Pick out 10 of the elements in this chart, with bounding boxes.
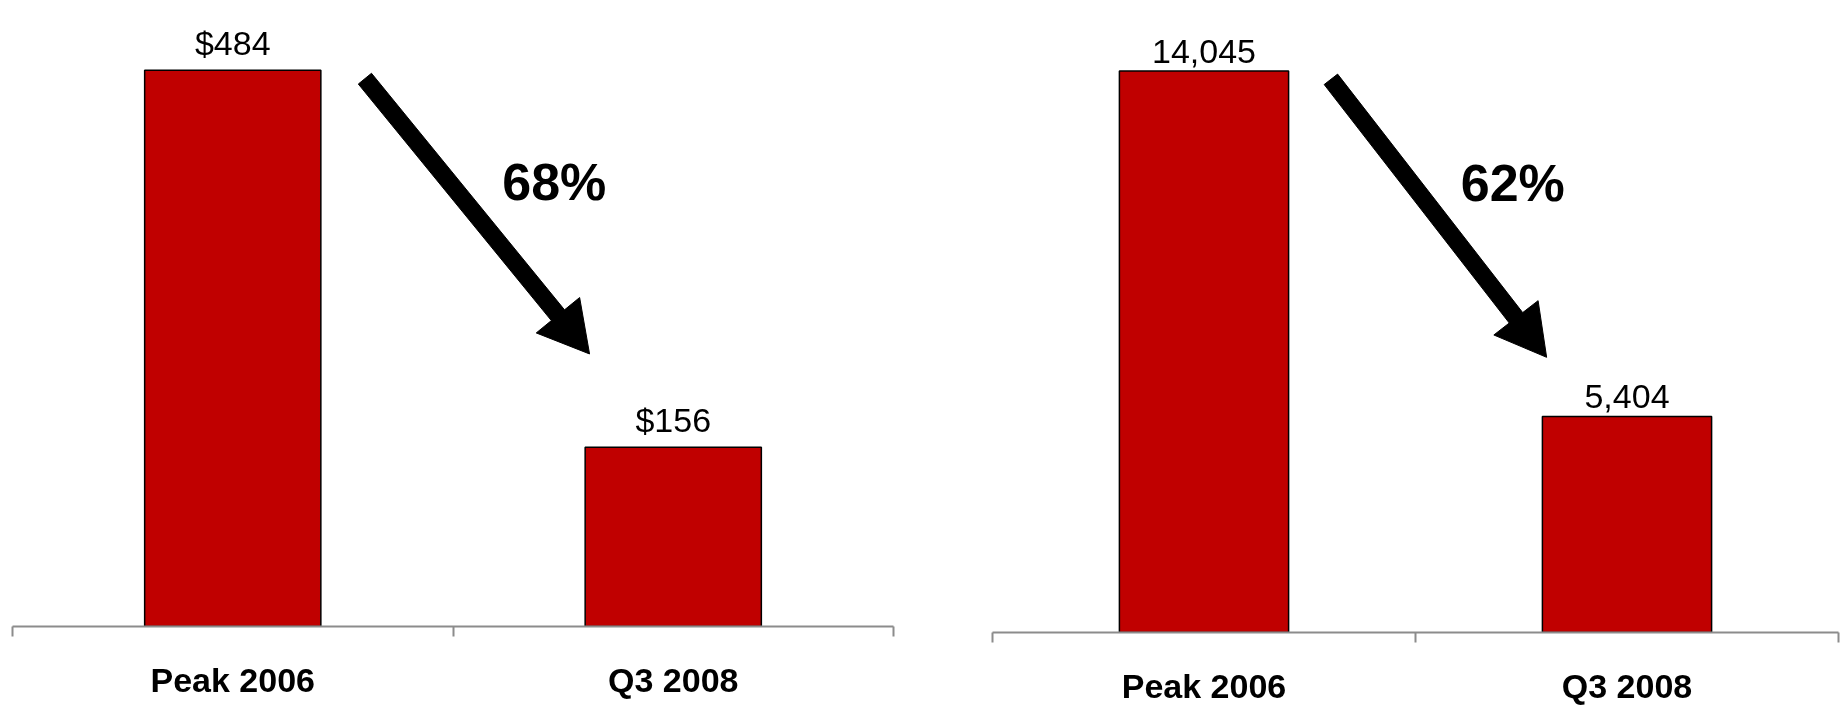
x-tick-label: Q3 2008 — [608, 660, 739, 699]
data-label: 14,045 — [1152, 31, 1256, 70]
x-tick-label: Peak 2006 — [1121, 666, 1287, 705]
data-label: $156 — [635, 401, 712, 440]
x-tick-label: Q3 2008 — [1561, 666, 1693, 705]
annotation: 62% — [1460, 154, 1565, 213]
data-label: $484 — [194, 24, 271, 63]
data-label: 5,404 — [1584, 377, 1670, 416]
x-tick-label: Peak 2006 — [150, 660, 316, 699]
annotation: 68% — [502, 152, 607, 211]
